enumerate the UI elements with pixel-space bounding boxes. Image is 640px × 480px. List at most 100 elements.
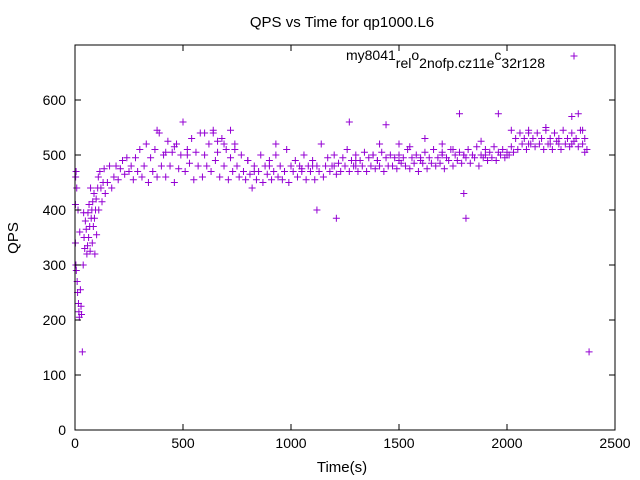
data-point — [509, 148, 517, 156]
data-point — [360, 148, 368, 156]
data-point — [458, 159, 466, 167]
data-point — [302, 176, 310, 184]
data-point — [298, 165, 306, 173]
data-point — [581, 135, 589, 142]
data-point — [87, 184, 95, 192]
data-point — [127, 162, 135, 170]
data-point — [274, 173, 282, 181]
data-point — [451, 151, 459, 159]
data-point — [140, 162, 148, 170]
data-point — [227, 126, 235, 134]
data-point — [574, 110, 582, 118]
data-point — [211, 157, 219, 164]
data-point — [440, 165, 448, 173]
data-point — [162, 148, 170, 156]
data-point — [100, 165, 108, 173]
data-point — [179, 118, 187, 126]
data-point — [81, 217, 89, 225]
data-point — [354, 168, 362, 175]
y-tick-label: 0 — [58, 422, 66, 438]
data-point — [538, 135, 546, 142]
data-point — [548, 146, 556, 153]
data-point — [291, 157, 299, 164]
axes: 0 500 1000 1500 2000 2500 0 100 200 300 400 500 600 — [43, 45, 631, 451]
data-point — [278, 176, 286, 184]
data-point — [166, 162, 174, 170]
data-point — [248, 184, 256, 192]
x-axis-label: Time(s) — [317, 459, 367, 476]
data-point — [283, 146, 291, 153]
data-point — [343, 146, 351, 153]
data-point — [579, 140, 587, 148]
data-point — [220, 140, 228, 148]
data-point — [540, 146, 548, 153]
data-point — [317, 140, 325, 148]
data-point — [363, 168, 371, 175]
data-point — [188, 135, 196, 142]
x-tick-label: 2000 — [491, 435, 522, 451]
data-point — [352, 157, 360, 164]
data-point — [412, 151, 420, 159]
data-point — [514, 146, 522, 153]
data-point — [455, 110, 463, 118]
data-point — [110, 173, 118, 181]
data-point — [272, 140, 280, 148]
data-point — [438, 140, 446, 148]
data-point — [287, 162, 295, 170]
data-point — [555, 140, 563, 148]
data-point — [112, 162, 120, 170]
data-point — [401, 162, 409, 170]
data-point — [408, 154, 416, 162]
data-point — [149, 168, 157, 175]
data-point — [77, 302, 85, 310]
data-point — [430, 146, 438, 153]
data-point — [77, 311, 85, 318]
data-point — [134, 168, 142, 175]
data-point — [492, 157, 500, 164]
data-point — [494, 110, 502, 118]
x-tick-label: 1500 — [383, 435, 414, 451]
data-point — [380, 168, 388, 175]
data-point — [382, 121, 390, 129]
data-point — [84, 209, 92, 217]
data-point — [423, 165, 431, 173]
data-point — [568, 113, 576, 120]
data-point — [481, 151, 489, 159]
data-point — [177, 151, 185, 159]
data-point — [417, 157, 425, 164]
data-point — [85, 234, 93, 241]
data-point — [239, 168, 247, 175]
data-point — [214, 137, 222, 145]
data-point — [335, 159, 343, 167]
data-point — [216, 173, 224, 181]
data-point — [477, 137, 485, 145]
data-point — [125, 168, 133, 175]
data-point — [546, 140, 554, 148]
data-point — [563, 135, 571, 142]
data-point — [462, 214, 470, 222]
data-point — [367, 162, 375, 170]
data-point — [97, 184, 105, 192]
data-point — [406, 165, 414, 173]
data-point — [339, 154, 347, 162]
data-point — [391, 154, 399, 162]
data-point — [257, 151, 265, 159]
data-point — [324, 154, 332, 162]
data-point — [147, 154, 155, 162]
data-point — [300, 151, 308, 159]
data-point — [503, 151, 511, 159]
data-point — [389, 162, 397, 170]
data-point — [332, 170, 340, 178]
data-point — [285, 179, 293, 186]
data-point — [535, 140, 543, 148]
data-point — [90, 214, 98, 222]
data-point — [345, 168, 353, 175]
data-point — [488, 154, 496, 162]
x-tick-label: 1000 — [275, 435, 306, 451]
data-point — [119, 157, 127, 164]
data-point — [183, 151, 191, 159]
data-point — [164, 137, 172, 145]
data-point — [393, 165, 401, 173]
data-point — [237, 151, 245, 159]
data-point — [73, 184, 81, 192]
